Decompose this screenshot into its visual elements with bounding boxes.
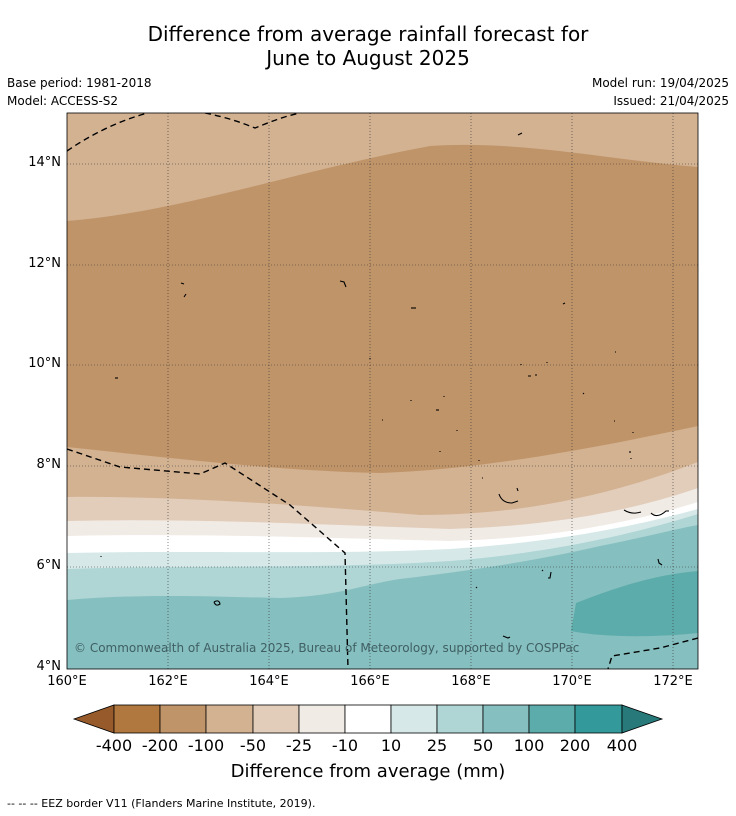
meta-left: Base period: 1981-2018 Model: ACCESS-S2 — [7, 74, 152, 110]
colorbar-swatch — [298, 704, 346, 734]
colorbar-label: 10 — [380, 736, 402, 755]
lon-label: 172°E — [653, 674, 693, 689]
lon-label: 170°E — [552, 674, 592, 689]
model-run: Model run: 19/04/2025 — [591, 76, 729, 90]
lat-label: 12°N — [28, 256, 61, 271]
colorbar-label: -50 — [239, 736, 267, 755]
colorbar-swatch — [252, 704, 300, 734]
colorbar-swatch — [528, 704, 576, 734]
rainfall-bands — [67, 113, 698, 669]
colorbar-swatch — [390, 704, 438, 734]
colorbar-extend-high — [621, 704, 664, 734]
copyright-notice: © Commonwealth of Australia 2025, Bureau… — [74, 641, 580, 655]
colorbar-label: -100 — [187, 736, 225, 755]
islands — [100, 132, 669, 639]
lat-label: 14°N — [28, 155, 61, 170]
lat-label: 4°N — [36, 659, 62, 674]
colorbar-swatch — [205, 704, 254, 734]
colorbar-label: 50 — [472, 736, 494, 755]
colorbar-swatch — [482, 704, 530, 734]
colorbar-swatch — [159, 704, 207, 734]
colorbar-swatch — [436, 704, 484, 734]
band-plus-100-200 — [571, 571, 698, 637]
lon-label: 168°E — [451, 674, 491, 689]
colorbar-label: -25 — [285, 736, 313, 755]
lat-label: 10°N — [28, 356, 61, 371]
colorbar-label: -10 — [331, 736, 359, 755]
model-name: Model: ACCESS-S2 — [7, 94, 119, 108]
colorbar-swatch — [344, 704, 392, 734]
colorbar-label: 200 — [559, 736, 591, 755]
title-line-2: June to August 2025 — [266, 46, 470, 70]
colorbar — [72, 704, 664, 734]
colorbar-extend-low — [72, 704, 115, 734]
lat-label: 8°N — [36, 457, 62, 472]
gridlines — [67, 113, 698, 669]
lon-label: 160°E — [47, 674, 87, 689]
colorbar-swatch — [113, 704, 161, 734]
lat-label: 6°N — [36, 558, 62, 573]
colorbar-label: 400 — [606, 736, 638, 755]
meta-right: Model run: 19/04/2025 Issued: 21/04/2025 — [592, 74, 729, 110]
base-period: Base period: 1981-2018 — [7, 76, 152, 90]
lon-label: 162°E — [148, 674, 188, 689]
colorbar-swatch — [574, 704, 623, 734]
band-plus-50-100 — [67, 525, 698, 669]
lon-label: 166°E — [350, 674, 390, 689]
band-minus-100 — [67, 144, 698, 473]
eez-footnote: -- -- -- EEZ border V11 (Flanders Marine… — [7, 797, 316, 810]
eez-borders — [67, 113, 698, 669]
colorbar-label: 25 — [426, 736, 448, 755]
issued-date: Issued: 21/04/2025 — [613, 94, 729, 108]
colorbar-label: -400 — [95, 736, 133, 755]
lon-label: 164°E — [249, 674, 289, 689]
colorbar-title: Difference from average (mm) — [230, 761, 506, 782]
title-line-1: Difference from average rainfall forecas… — [147, 22, 589, 46]
map-frame — [66, 112, 699, 670]
colorbar-label: -200 — [141, 736, 179, 755]
colorbar-label: 100 — [513, 736, 545, 755]
